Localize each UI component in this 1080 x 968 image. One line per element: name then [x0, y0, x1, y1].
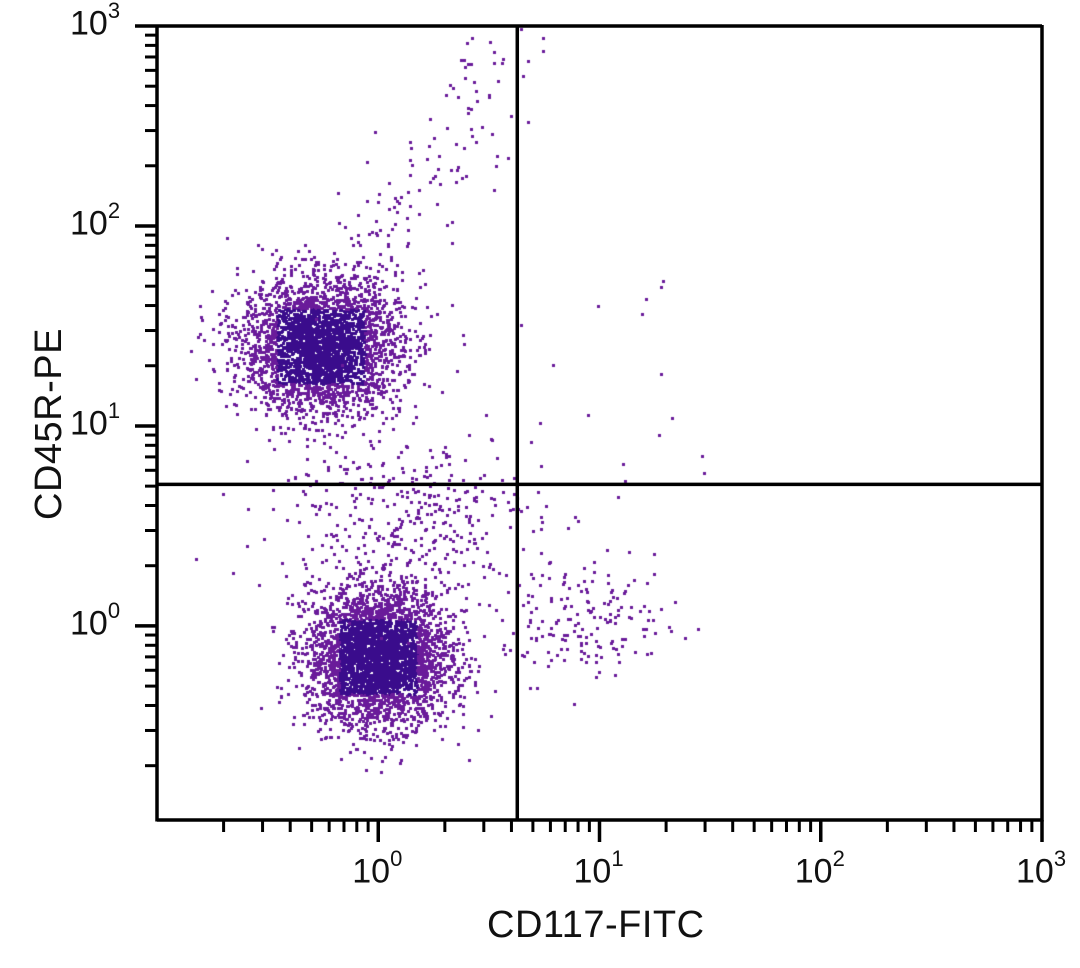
- x-tick-label: 101: [573, 846, 624, 891]
- x-tick-label: 103: [1016, 846, 1067, 891]
- y-tick-label: 103: [70, 0, 121, 43]
- x-axis-title: CD117-FITC: [487, 904, 705, 946]
- y-tick-label: 102: [70, 197, 121, 243]
- y-tick-label: 101: [70, 397, 121, 443]
- x-tick-label: 100: [352, 846, 403, 891]
- y-axis-title: CD45R-PE: [28, 328, 70, 520]
- y-tick-label: 100: [70, 597, 121, 643]
- x-tick-label: 102: [794, 846, 845, 891]
